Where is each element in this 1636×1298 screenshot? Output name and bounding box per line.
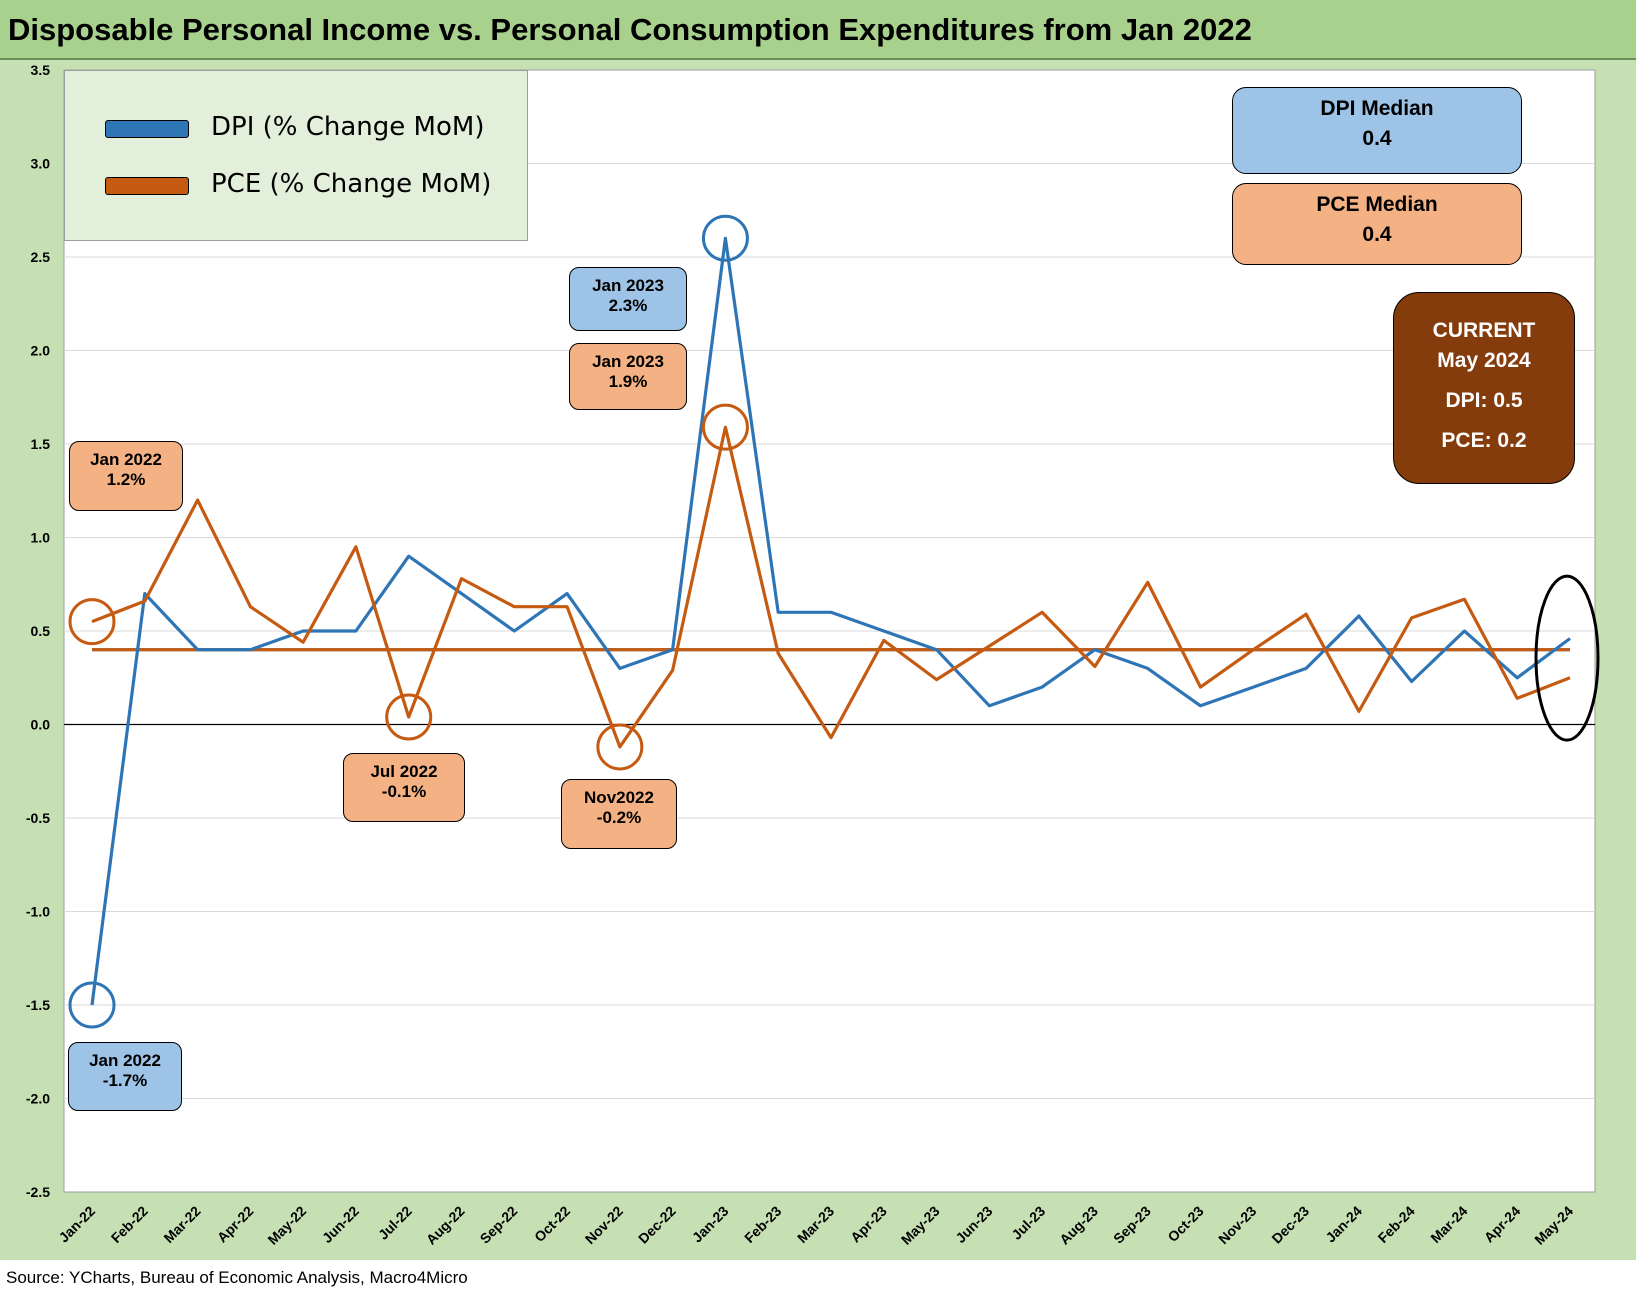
legend-swatch-pce: [105, 177, 189, 195]
x-tick-label: Oct-22: [531, 1203, 573, 1245]
callout-label: Jul 2022: [370, 762, 438, 781]
legend-label-pce: PCE (% Change MoM): [211, 169, 492, 199]
highlight-circle: [701, 214, 749, 262]
x-tick-label: Jan-23: [689, 1203, 732, 1246]
legend: DPI (% Change MoM) PCE (% Change MoM): [64, 70, 528, 241]
current-box: CURRENT May 2024 DPI: 0.5 PCE: 0.2: [1393, 292, 1575, 484]
callout-pce-nov2022: Nov2022 -0.2%: [561, 779, 677, 849]
highlight-circle: [701, 403, 749, 451]
y-tick-labels: 3.5 3.0 2.5 2.0 1.5 1.0 0.5 0.0 -0.5 -1.0 -1.5 -2.0…: [26, 62, 50, 1200]
highlight-circle: [596, 723, 644, 771]
y-tick-label: 1.5: [31, 436, 51, 452]
x-tick-label: Jun-22: [319, 1203, 362, 1246]
x-tick-label: Apr-22: [214, 1203, 257, 1246]
callout-value: -1.7%: [102, 1071, 148, 1090]
callout-pce-jan2023: Jan 2023 1.9%: [569, 343, 687, 410]
highlight-circles: [68, 214, 1600, 1029]
current-period: May 2024: [1437, 349, 1531, 372]
current-highlight-ellipse: [1534, 574, 1600, 742]
callout-dpi-jan2022: Jan 2022 -1.7%: [68, 1042, 182, 1111]
callout-label: Jan 2022: [89, 1051, 161, 1070]
highlight-circle: [385, 693, 433, 741]
current-pce: PCE: 0.2: [1441, 429, 1527, 452]
y-tick-label: 3.5: [31, 62, 51, 78]
y-tick-label: 0.0: [31, 717, 51, 733]
x-tick-label: Mar-24: [1427, 1203, 1470, 1246]
x-tick-label: Mar-23: [794, 1203, 837, 1246]
y-tick-label: 2.5: [31, 249, 51, 265]
x-tick-label: Jan-24: [1322, 1203, 1365, 1246]
x-tick-label: Sep-22: [477, 1203, 521, 1247]
callout-value: -0.1%: [381, 782, 427, 801]
legend-label-dpi: DPI (% Change MoM): [211, 112, 485, 142]
y-tick-label: -2.5: [26, 1184, 50, 1200]
chart-title: Disposable Personal Income vs. Personal …: [8, 12, 1252, 47]
x-tick-label: Jun-23: [952, 1203, 995, 1246]
x-tick-label: Apr-24: [1481, 1203, 1524, 1246]
callout-label: Nov2022: [584, 788, 654, 807]
x-tick-label: Dec-23: [1268, 1203, 1312, 1247]
callout-pce-jan2022: Jan 2022 1.2%: [69, 441, 183, 511]
dpi-median-title: DPI Median: [1320, 97, 1434, 120]
y-tick-label: -0.5: [26, 810, 50, 826]
y-tick-label: 2.0: [31, 343, 51, 359]
x-tick-label: Feb-24: [1375, 1203, 1418, 1246]
x-tick-label: Feb-22: [108, 1203, 151, 1246]
x-tick-label: Aug-23: [1056, 1203, 1101, 1248]
x-tick-label: Sep-23: [1110, 1203, 1154, 1247]
x-tick-label: Nov-22: [582, 1203, 626, 1247]
x-tick-label: Feb-23: [741, 1203, 784, 1246]
x-tick-label: Aug-22: [423, 1203, 468, 1248]
y-tick-label: 1.0: [31, 530, 51, 546]
callout-value: 2.3%: [608, 296, 648, 315]
pce-median-box: PCE Median 0.4: [1232, 183, 1522, 265]
x-tick-label: Apr-23: [847, 1203, 890, 1246]
x-tick-labels: Jan-22 Feb-22 Mar-22 Apr-22 May-22 Jun-22 Jul-…: [55, 1203, 1576, 1248]
pce-median-title: PCE Median: [1316, 193, 1438, 216]
y-tick-label: -1.0: [26, 904, 50, 920]
x-tick-label: May-23: [898, 1203, 943, 1248]
callout-label: Jan 2022: [90, 450, 162, 469]
callout-value: 1.2%: [106, 470, 146, 489]
y-tick-label: -2.0: [26, 1091, 50, 1107]
callout-label: Jan 2023: [592, 352, 664, 371]
callout-value: 1.9%: [608, 372, 648, 391]
current-dpi: DPI: 0.5: [1445, 389, 1523, 412]
x-tick-label: Jan-22: [55, 1203, 98, 1246]
x-tick-label: Mar-22: [160, 1203, 203, 1246]
title-bar: Disposable Personal Income vs. Personal …: [0, 0, 1636, 60]
x-tick-label: Jul-23: [1008, 1203, 1048, 1243]
pce-median-value: 0.4: [1362, 223, 1392, 246]
callout-value: -0.2%: [596, 808, 642, 827]
x-tick-label: May-22: [264, 1203, 309, 1248]
x-tick-label: Oct-23: [1164, 1203, 1206, 1245]
dpi-median-value: 0.4: [1362, 127, 1392, 150]
x-tick-label: Nov-23: [1215, 1203, 1259, 1247]
x-tick-label: Dec-22: [635, 1203, 679, 1247]
pce-line: [91, 425, 1571, 749]
series-lines: [90, 236, 1571, 1006]
highlight-circle: [68, 981, 116, 1029]
y-tick-label: -1.5: [26, 997, 50, 1013]
legend-swatch-dpi: [105, 120, 189, 138]
x-tick-label: May-24: [1531, 1203, 1576, 1248]
y-tick-label: 0.5: [31, 623, 51, 639]
y-tick-label: 3.0: [31, 156, 51, 172]
callout-pce-jul2022: Jul 2022 -0.1%: [343, 753, 465, 822]
callout-label: Jan 2023: [592, 276, 664, 295]
callout-dpi-jan2023: Jan 2023 2.3%: [569, 267, 687, 331]
source-note: Source: YCharts, Bureau of Economic Anal…: [6, 1268, 468, 1287]
dpi-median-box: DPI Median 0.4: [1232, 87, 1522, 174]
dpi-line: [90, 236, 1571, 1006]
current-heading: CURRENT: [1432, 319, 1536, 342]
highlight-circle: [68, 598, 116, 646]
x-tick-label: Jul-22: [375, 1203, 415, 1243]
